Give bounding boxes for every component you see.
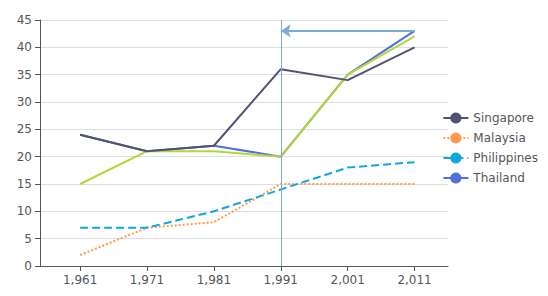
svg-text:25: 25 [17, 122, 32, 136]
svg-text:Philippines: Philippines [473, 151, 538, 165]
svg-text:1,991: 1,991 [264, 273, 298, 287]
svg-text:0: 0 [24, 259, 32, 273]
svg-text:2,011: 2,011 [397, 273, 431, 287]
svg-text:30: 30 [17, 95, 32, 109]
svg-text:10: 10 [17, 204, 32, 218]
svg-text:20: 20 [17, 150, 32, 164]
svg-text:40: 40 [17, 40, 32, 54]
svg-text:1,971: 1,971 [130, 273, 164, 287]
svg-text:Singapore: Singapore [473, 111, 534, 125]
svg-text:5: 5 [24, 232, 32, 246]
svg-text:Thailand: Thailand [472, 171, 525, 185]
svg-text:45: 45 [17, 13, 32, 27]
svg-text:1,981: 1,981 [197, 273, 231, 287]
svg-text:1,961: 1,961 [63, 273, 97, 287]
svg-text:15: 15 [17, 177, 32, 191]
svg-text:Malaysia: Malaysia [473, 131, 525, 145]
svg-text:2,001: 2,001 [330, 273, 364, 287]
svg-text:35: 35 [17, 68, 32, 82]
